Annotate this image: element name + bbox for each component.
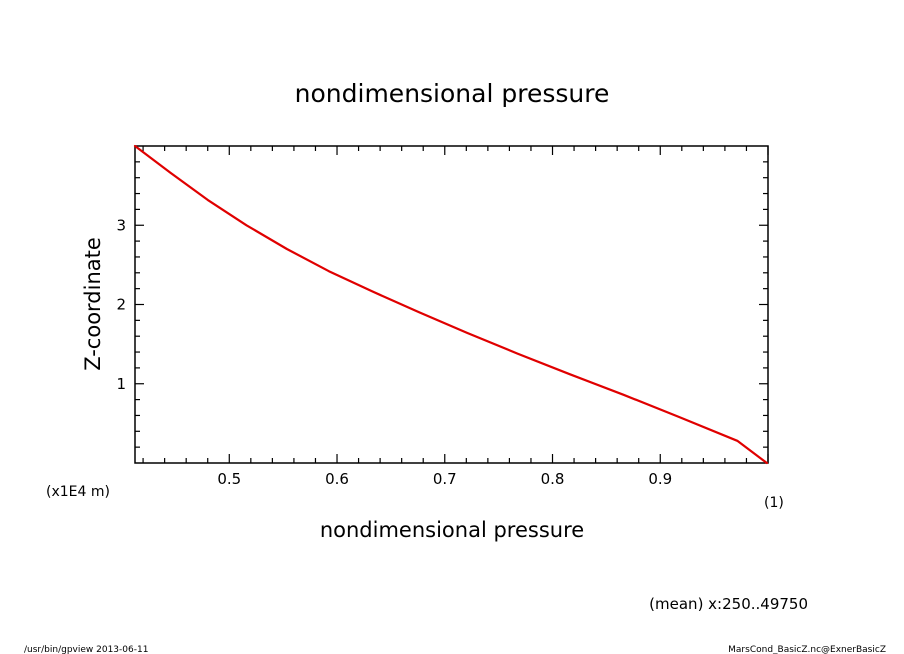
- y-axis-unit: (x1E4 m): [46, 484, 110, 500]
- x-tick-label: 0.9: [648, 470, 672, 488]
- chart-title: nondimensional pressure: [295, 79, 610, 108]
- series-layer: [133, 144, 769, 465]
- axis-ticks: [135, 146, 769, 463]
- y-tick-label: 1: [116, 375, 126, 393]
- y-axis-label: Z-coordinate: [81, 237, 105, 371]
- tick-labels: 0.5 0.6 0.7 0.8 0.9 1 2 3: [116, 216, 672, 488]
- x-tick-label: 0.6: [325, 470, 349, 488]
- x-tick-label: 0.8: [541, 470, 565, 488]
- x-axis-unit: (1): [764, 495, 784, 511]
- footer-left: /usr/bin/gpview 2013-06-11: [24, 645, 148, 654]
- x-axis-label: nondimensional pressure: [320, 518, 584, 542]
- y-tick-label: 3: [116, 216, 126, 234]
- series-line-0: [133, 144, 769, 465]
- mean-note: (mean) x:250..49750: [649, 595, 808, 613]
- x-tick-label: 0.7: [433, 470, 457, 488]
- x-tick-label: 0.5: [217, 470, 241, 488]
- y-tick-label: 2: [116, 296, 126, 314]
- footer-right: MarsCond_BasicZ.nc@ExnerBasicZ: [728, 645, 886, 654]
